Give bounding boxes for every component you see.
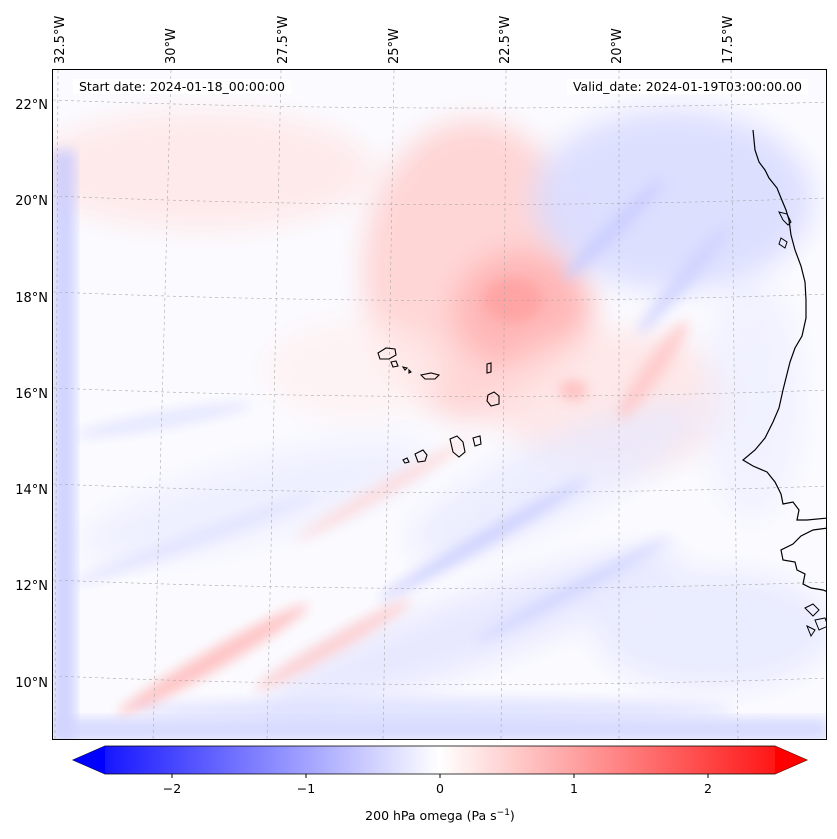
left-edge-band bbox=[53, 150, 75, 739]
colorbar-gradient bbox=[72, 745, 808, 775]
lon-label-27-5w: 27.5°W bbox=[276, 15, 291, 64]
lon-label-25w: 25°W bbox=[387, 28, 402, 64]
colorbar-tick-label: −2 bbox=[162, 781, 182, 796]
colorbar-units: Pa s bbox=[471, 808, 497, 824]
colorbar-variable: 200 hPa omega bbox=[365, 808, 463, 824]
colorbar-title: 200 hPa omega (Pa s−1) bbox=[365, 808, 515, 824]
colorbar-tick-label: 1 bbox=[570, 781, 578, 796]
lon-label-20w: 20°W bbox=[610, 28, 625, 64]
start-date-label: Start date: 2024-01-18_00:00:00 bbox=[73, 79, 291, 94]
positive-omega-broad bbox=[53, 110, 733, 470]
omega-streaks bbox=[70, 180, 733, 722]
lat-label-10n: 10°N bbox=[15, 676, 48, 691]
guinea-islands bbox=[804, 603, 826, 638]
lat-label-18n: 18°N bbox=[15, 291, 48, 306]
lat-label-16n: 16°N bbox=[15, 387, 48, 402]
colorbar-tick-label: 2 bbox=[704, 781, 712, 796]
colorbar-min-extend bbox=[73, 746, 105, 774]
map-panel[interactable]: Start date: 2024-01-18_00:00:00 Valid_da… bbox=[52, 69, 827, 740]
lon-label-17-5w: 17.5°W bbox=[721, 15, 736, 64]
lat-label-20n: 20°N bbox=[15, 194, 48, 209]
bottom-edge-band bbox=[53, 718, 826, 739]
lon-label-30w: 30°W bbox=[164, 28, 179, 64]
omega-field-map bbox=[53, 70, 826, 739]
cape-verde-islands bbox=[377, 347, 500, 464]
lat-label-22n: 22°N bbox=[15, 98, 48, 113]
colorbar-max-extend bbox=[775, 746, 807, 774]
valid-date-label: Valid_date: 2024-01-19T03:00:00.00 bbox=[566, 79, 808, 94]
africa-coastline bbox=[741, 129, 826, 592]
colorbar-ticks bbox=[171, 774, 709, 778]
lon-label-22-5w: 22.5°W bbox=[498, 15, 513, 64]
senegal-coast-detail bbox=[778, 211, 792, 249]
colorbar-units-exponent: −1 bbox=[496, 808, 510, 818]
colorbar-tick-label: 0 bbox=[436, 781, 444, 796]
lon-label-32-5w: 32.5°W bbox=[53, 15, 68, 64]
lat-label-14n: 14°N bbox=[15, 483, 48, 498]
colorbar-tick-label: −1 bbox=[296, 781, 316, 796]
lat-label-12n: 12°N bbox=[15, 579, 48, 594]
gridlines bbox=[53, 70, 826, 739]
